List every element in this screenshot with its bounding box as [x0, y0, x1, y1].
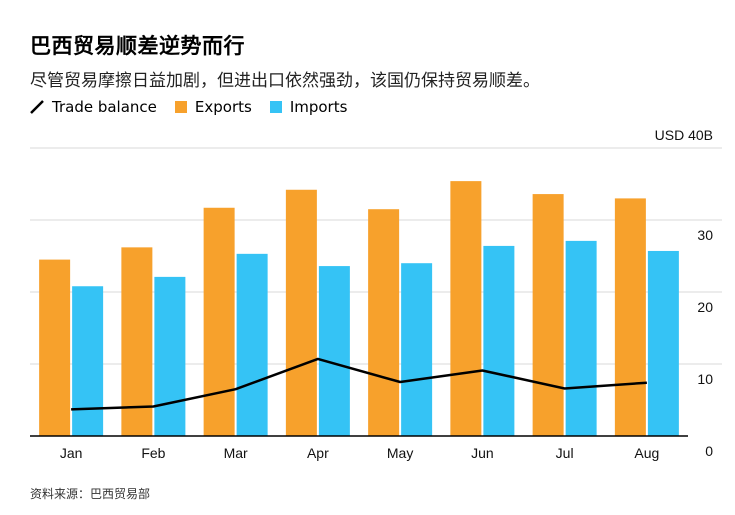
legend-label-exports: Exports	[194, 98, 252, 116]
exports-bar-jan	[39, 259, 71, 436]
imports-bar-may	[401, 263, 433, 436]
y-tick-label-0: 0	[705, 443, 713, 459]
y-tick-label-40: USD 40B	[655, 127, 713, 143]
chart-title: 巴西贸易顺差逆势而行	[30, 34, 245, 58]
imports-bar-jul	[565, 240, 597, 436]
exports-bar-feb	[121, 247, 153, 436]
trade-balance-line	[71, 357, 647, 411]
imports-bar-apr	[318, 266, 350, 436]
exports-swatch	[174, 101, 187, 113]
x-tick-label-apr: Apr	[307, 445, 329, 461]
x-tick-label-aug: Aug	[634, 445, 659, 461]
trade-balance-line-swatch	[30, 100, 44, 114]
imports-bar-jan	[72, 286, 104, 436]
chart-subtitle: 尽管贸易摩擦日益加剧，但进出口依然强劲，该国仍保持贸易顺差。	[30, 71, 540, 91]
imports-swatch	[269, 101, 282, 113]
imports-bar-feb	[154, 276, 186, 436]
legend-item-trade-balance: Trade balance	[30, 98, 157, 116]
legend-item-exports: Exports	[174, 98, 252, 116]
exports-bar-may	[368, 209, 400, 436]
exports-bar-aug	[614, 198, 646, 436]
x-tick-label-may: May	[387, 445, 413, 461]
x-tick-label-jun: Jun	[471, 445, 494, 461]
x-tick-label-jul: Jul	[556, 445, 574, 461]
legend-label-imports: Imports	[289, 98, 348, 116]
imports-bar-aug	[647, 250, 679, 436]
legend-label-trade-balance: Trade balance	[52, 98, 157, 116]
x-tick-label-feb: Feb	[141, 445, 165, 461]
y-tick-label-20: 20	[697, 299, 713, 315]
y-tick-label-10: 10	[697, 371, 713, 387]
y-tick-label-30: 30	[697, 227, 713, 243]
imports-bar-mar	[236, 253, 268, 436]
legend: Trade balance Exports Imports	[30, 98, 365, 116]
exports-bar-apr	[285, 189, 317, 436]
source-note: 资料来源：巴西贸易部	[30, 487, 151, 501]
x-tick-label-mar: Mar	[224, 445, 248, 461]
exports-bar-jun	[450, 181, 482, 436]
x-tick-label-jan: Jan	[60, 445, 83, 461]
legend-item-imports: Imports	[269, 98, 348, 116]
imports-bar-jun	[483, 245, 515, 436]
exports-bar-jul	[532, 194, 564, 436]
exports-bar-mar	[203, 207, 235, 436]
